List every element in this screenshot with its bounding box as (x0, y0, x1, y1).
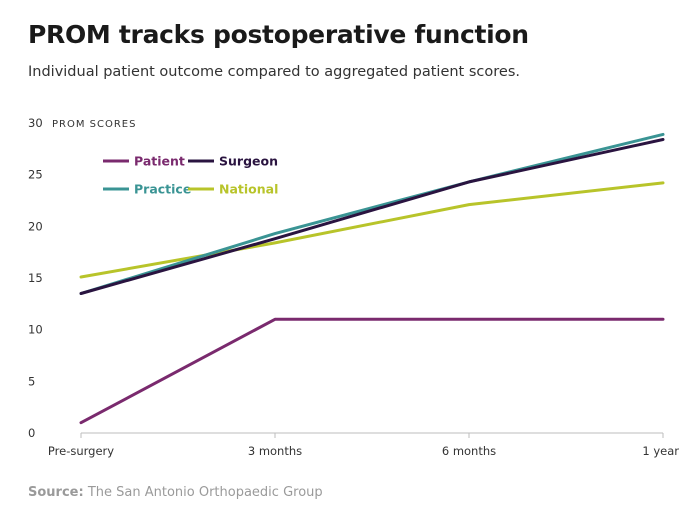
y-tick-label: 0 (28, 426, 35, 440)
legend-label-practice: Practice (134, 182, 191, 197)
series-line-practice (79, 132, 665, 295)
source-text: The San Antonio Orthopaedic Group (87, 485, 323, 500)
y-tick-label: 30 (28, 116, 43, 130)
x-tick-label: Pre-surgery (48, 444, 114, 458)
series-line-patient (79, 317, 665, 425)
page-title: PROM tracks postoperative function (28, 20, 529, 49)
source-note: Source: The San Antonio Orthopaedic Grou… (28, 485, 323, 500)
chart-legend: Patient Surgeon Practice National (103, 154, 278, 197)
x-tick-label: 3 months (248, 444, 302, 458)
chart-axes: 0 5 10 15 20 25 30 PROM SCORES Pre-surgery 3 mont… (28, 116, 679, 458)
y-tick-label: 15 (28, 271, 43, 285)
series-line-surgeon (79, 138, 665, 295)
x-tick-label: 1 year (642, 444, 679, 458)
legend-label-national: National (219, 182, 278, 197)
series-line-national (79, 181, 665, 279)
y-tick-label: 25 (28, 168, 43, 182)
x-tick-label: 6 months (442, 444, 496, 458)
legend-label-surgeon: Surgeon (219, 154, 278, 169)
source-label: Source: (28, 485, 84, 500)
page-subtitle: Individual patient outcome compared to a… (28, 64, 520, 80)
y-tick-label: 5 (28, 374, 35, 388)
y-tick-label: 10 (28, 323, 43, 337)
y-axis-label: PROM SCORES (52, 119, 136, 130)
chart-series (79, 132, 665, 425)
legend-label-patient: Patient (134, 154, 185, 169)
y-tick-label: 20 (28, 219, 43, 233)
